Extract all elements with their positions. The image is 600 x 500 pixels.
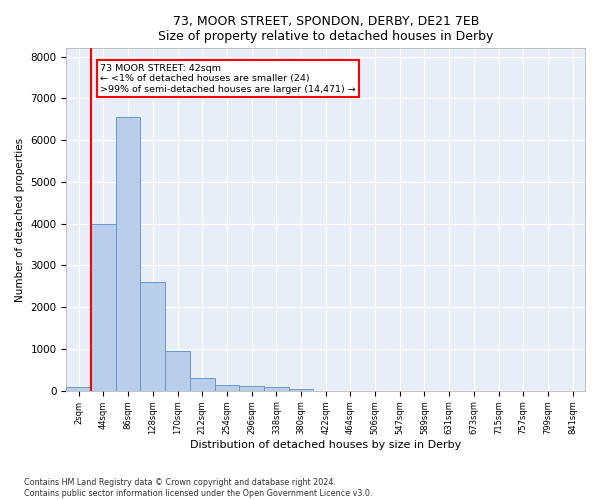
X-axis label: Distribution of detached houses by size in Derby: Distribution of detached houses by size … <box>190 440 461 450</box>
Bar <box>289 388 313 390</box>
Text: Contains HM Land Registry data © Crown copyright and database right 2024.
Contai: Contains HM Land Registry data © Crown c… <box>24 478 373 498</box>
Bar <box>116 117 140 390</box>
Y-axis label: Number of detached properties: Number of detached properties <box>15 138 25 302</box>
Bar <box>215 386 239 390</box>
Text: 73 MOOR STREET: 42sqm
← <1% of detached houses are smaller (24)
>99% of semi-det: 73 MOOR STREET: 42sqm ← <1% of detached … <box>100 64 356 94</box>
Bar <box>67 388 91 390</box>
Bar <box>91 224 116 390</box>
Bar <box>264 387 289 390</box>
Bar <box>190 378 215 390</box>
Bar <box>165 351 190 391</box>
Bar <box>140 282 165 391</box>
Bar <box>239 386 264 390</box>
Title: 73, MOOR STREET, SPONDON, DERBY, DE21 7EB
Size of property relative to detached : 73, MOOR STREET, SPONDON, DERBY, DE21 7E… <box>158 15 493 43</box>
